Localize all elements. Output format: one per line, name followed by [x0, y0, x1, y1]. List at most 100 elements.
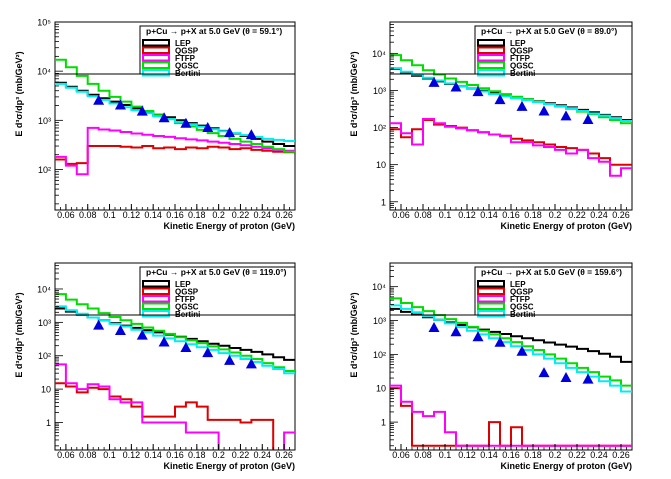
y-tick-label: 10²: [38, 165, 51, 175]
data-point: [180, 117, 192, 128]
x-tick-label: 0.1: [103, 210, 116, 220]
y-axis-label: E d³σ/dp³ (mb/GeV²): [349, 51, 359, 136]
x-axis-label: Kinetic Energy of proton (GeV): [500, 461, 632, 471]
chart-title: p+Cu → p+X at 5.0 GeV (θ = 89.0°): [481, 26, 617, 36]
data-point: [114, 325, 126, 336]
y-tick-label: 10²: [373, 123, 386, 133]
x-tick-label: 0.22: [568, 210, 586, 220]
data-point: [136, 105, 148, 116]
x-tick-label: 0.24: [590, 450, 608, 460]
x-tick-label: 0.2: [212, 210, 225, 220]
x-tick-label: 0.08: [79, 450, 97, 460]
legend-label: FTFP: [175, 295, 196, 304]
data-point: [93, 319, 105, 330]
legend-swatch: [477, 280, 505, 288]
chart-panel-1: 0.06 0.08 0.1 0.12 0.14 0.16 0.18 0.2 0.22 0.24 0.…: [14, 18, 296, 231]
data-point: [202, 121, 214, 132]
y-tick-label: 10⁴: [372, 282, 386, 292]
x-tick-label: 0.12: [123, 450, 141, 460]
x-tick-label: 0.22: [232, 210, 250, 220]
legend-swatch: [477, 302, 505, 310]
data-point: [93, 94, 105, 105]
data-point: [224, 127, 236, 138]
legend-swatch: [142, 287, 170, 295]
y-tick-label: 10: [41, 385, 51, 395]
legend-swatch: [142, 280, 170, 288]
y-axis-label: E d³σ/dp³ (mb/GeV²): [349, 292, 359, 377]
x-tick-label: 0.18: [524, 450, 542, 460]
y-tick-label: 1: [381, 418, 386, 428]
legend-swatch: [477, 287, 505, 295]
legend-label: LEP: [175, 280, 191, 289]
x-tick-label: 0.26: [275, 210, 293, 220]
legend-swatch: [477, 295, 505, 303]
legend-swatch: [142, 295, 170, 303]
data-point: [494, 94, 506, 105]
y-tick-label: 10²: [373, 350, 386, 360]
x-tick-label: 0.22: [232, 450, 250, 460]
legend-label: QGSC: [175, 303, 199, 312]
data-point: [180, 342, 192, 353]
legend-label: QGSP: [510, 288, 534, 297]
x-tick-label: 0.06: [392, 210, 410, 220]
x-tick-label: 0.18: [188, 210, 206, 220]
chart-panel-3: 0.06 0.08 0.1 0.12 0.14 0.16 0.18 0.2 0.22 0.24 0.…: [14, 262, 296, 471]
y-tick-label: 10³: [38, 318, 51, 328]
legend-label: QGSC: [510, 303, 534, 312]
data-point: [450, 326, 462, 337]
data-point: [538, 367, 550, 378]
x-tick-label: 0.24: [254, 210, 272, 220]
x-tick-label: 0.16: [166, 450, 184, 460]
plot-area: [390, 297, 632, 447]
x-tick-label: 0.18: [524, 210, 542, 220]
x-tick-label: 0.2: [549, 210, 562, 220]
data-point: [428, 322, 440, 333]
x-tick-label: 0.2: [549, 450, 562, 460]
legend-label: LEP: [510, 280, 526, 289]
y-tick-label: 1: [46, 418, 51, 428]
legend-swatch: [477, 310, 505, 318]
legend-label: QGSC: [510, 62, 534, 71]
legend-label: QGSP: [510, 47, 534, 56]
data-point: [245, 129, 257, 140]
plot-area: [55, 293, 295, 450]
data-point: [202, 347, 214, 358]
legend-swatch: [477, 39, 505, 47]
data-point: [450, 81, 462, 92]
legend-label: QGSC: [175, 62, 199, 71]
x-tick-label: 0.24: [254, 450, 272, 460]
x-tick-label: 0.2: [212, 450, 225, 460]
data-point: [560, 110, 572, 121]
y-tick-label: 10²: [38, 351, 51, 361]
legend-swatch: [142, 39, 170, 47]
y-tick-label: 10: [376, 160, 386, 170]
data-point: [136, 329, 148, 340]
legend-swatch: [142, 46, 170, 54]
legend-label: FTFP: [510, 295, 531, 304]
y-tick-label: 10⁴: [37, 284, 51, 294]
x-tick-label: 0.14: [144, 210, 162, 220]
x-tick-label: 0.26: [275, 450, 293, 460]
x-tick-label: 0.08: [414, 450, 432, 460]
legend-swatch: [142, 302, 170, 310]
x-tick-label: 0.06: [57, 450, 75, 460]
y-tick-label: 10⁵: [37, 18, 51, 28]
legend-label: FTFP: [175, 54, 196, 63]
chart-panel-4: 0.06 0.08 0.1 0.12 0.14 0.16 0.18 0.2 0.22 0.24 0.…: [349, 262, 633, 471]
legend: p+Cu → p+X at 5.0 GeV (θ = 89.0°) LEPQGSP…: [474, 25, 633, 78]
legend-swatch: [142, 54, 170, 62]
x-tick-label: 0.26: [612, 450, 630, 460]
legend-label: LEP: [510, 39, 526, 48]
series-ftfp: [390, 384, 632, 447]
x-axis-label: Kinetic Energy of proton (GeV): [500, 221, 632, 231]
data-point: [245, 358, 257, 369]
x-tick-label: 0.18: [188, 450, 206, 460]
legend-swatch: [142, 61, 170, 69]
x-tick-label: 0.24: [590, 210, 608, 220]
legend-swatch: [142, 310, 170, 318]
legend: p+Cu → p+X at 5.0 GeV (θ = 159.6°)LEPQGS…: [474, 266, 633, 319]
series-ftfp: [390, 118, 632, 177]
data-point: [472, 331, 484, 342]
x-tick-label: 0.08: [414, 210, 432, 220]
legend-box: [139, 25, 296, 75]
